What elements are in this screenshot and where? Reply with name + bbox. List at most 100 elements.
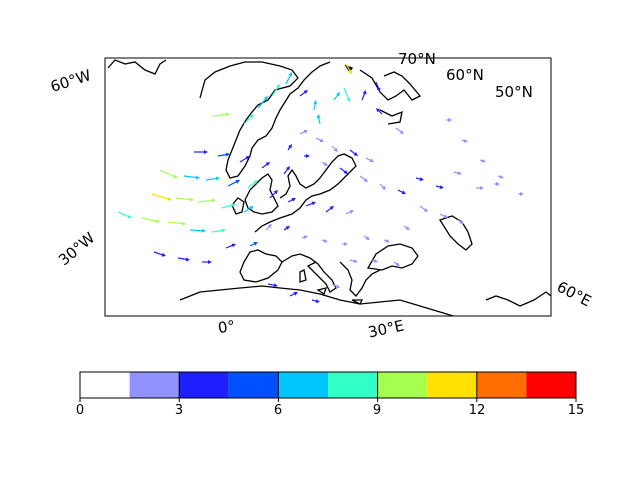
colorbar-bin-7 bbox=[427, 372, 477, 398]
wind-arrow bbox=[239, 156, 250, 163]
colorbar-tick-15: 15 bbox=[567, 403, 585, 418]
colorbar-tick-12: 12 bbox=[468, 403, 486, 418]
map-frame bbox=[104, 57, 552, 317]
coast-arctic bbox=[359, 69, 422, 101]
colorbar-tick-0: 0 bbox=[75, 403, 85, 418]
colorbar bbox=[79, 371, 577, 402]
wind-arrow bbox=[321, 238, 328, 243]
wind-arrow bbox=[479, 158, 486, 163]
wind-arrow bbox=[403, 225, 410, 230]
wind-arrow bbox=[383, 238, 390, 243]
wind-arrow bbox=[283, 166, 290, 175]
coast-sicily bbox=[316, 287, 327, 296]
wind-arrow bbox=[217, 152, 230, 157]
wind-arrow bbox=[415, 177, 424, 181]
wind-arrow bbox=[518, 192, 524, 196]
wind-arrow bbox=[497, 174, 504, 179]
coast-caspian bbox=[439, 215, 473, 251]
wind-arrow bbox=[265, 224, 272, 231]
wind-arrow bbox=[189, 228, 206, 233]
wind-arrow bbox=[439, 213, 448, 218]
wind-arrow bbox=[371, 258, 378, 263]
wind-arrow bbox=[301, 235, 308, 240]
wind-arrow bbox=[316, 114, 321, 125]
wind-arrow bbox=[271, 84, 280, 97]
coast-scandinavia bbox=[199, 61, 331, 179]
coast-balkans bbox=[339, 261, 381, 297]
colorbar-bin-2 bbox=[179, 372, 229, 398]
colorbar-bin-0 bbox=[80, 372, 130, 398]
wind-arrow bbox=[376, 108, 383, 115]
wind-arrow bbox=[359, 175, 368, 182]
wind-arrow bbox=[159, 169, 178, 179]
wind-arrow bbox=[211, 112, 230, 117]
wind-arrow bbox=[299, 130, 308, 135]
wind-arrow bbox=[211, 228, 226, 233]
wind-arrow bbox=[446, 118, 452, 122]
wind-arrow bbox=[395, 127, 404, 134]
lat-label-70n: 70°N bbox=[398, 50, 436, 68]
wind-arrow bbox=[221, 203, 236, 209]
coast-mideast bbox=[485, 291, 551, 307]
wind-arrow bbox=[202, 260, 212, 264]
coast-northwest bbox=[107, 59, 167, 75]
wind-arrow bbox=[345, 63, 352, 74]
coast-britain bbox=[244, 173, 279, 215]
coast-med-north bbox=[281, 253, 337, 293]
coastlines bbox=[107, 59, 551, 316]
coast-ireland bbox=[231, 197, 245, 215]
wind-arrow bbox=[361, 90, 367, 101]
wind-arrow bbox=[305, 201, 316, 207]
wind-arrow bbox=[349, 259, 358, 263]
wind-arrow bbox=[227, 180, 240, 187]
wind-arrow bbox=[321, 161, 328, 166]
wind-arrow bbox=[342, 242, 348, 246]
wind-arrow bbox=[267, 283, 278, 288]
wind-arrow bbox=[175, 197, 194, 202]
wind-arrow bbox=[339, 167, 348, 174]
colorbar-bin-1 bbox=[129, 372, 180, 398]
wind-arrow bbox=[117, 211, 132, 219]
wind-arrow bbox=[289, 292, 298, 297]
wind-arrow bbox=[249, 242, 258, 247]
colorbar-bin-9 bbox=[526, 372, 576, 398]
lat-label-60n: 60°N bbox=[446, 66, 484, 84]
coast-africa bbox=[179, 285, 456, 316]
colorbar-bin-8 bbox=[476, 372, 527, 398]
wind-arrow bbox=[325, 206, 334, 213]
colorbar-bin-4 bbox=[278, 372, 328, 398]
wind-arrow bbox=[313, 100, 318, 111]
wind-arrow bbox=[315, 137, 324, 142]
coast-iberia bbox=[239, 249, 283, 283]
wind-arrow bbox=[151, 193, 172, 201]
wind-arrow bbox=[331, 145, 338, 152]
wind-arrow bbox=[167, 221, 186, 226]
wind-arrow bbox=[397, 189, 406, 194]
colorbar-tick-9: 9 bbox=[372, 403, 382, 418]
wind-arrow bbox=[494, 182, 500, 186]
coast-crete bbox=[351, 299, 364, 305]
wind-arrow bbox=[476, 186, 484, 190]
wind-arrow bbox=[153, 251, 166, 257]
wind-arrow bbox=[197, 198, 216, 203]
lat-label-50n: 50°N bbox=[495, 83, 533, 101]
wind-arrow bbox=[243, 206, 254, 213]
colorbar-tick-6: 6 bbox=[273, 403, 283, 418]
wind-arrow bbox=[435, 185, 444, 189]
wind-arrow bbox=[194, 150, 208, 154]
lon-label-0: 0° bbox=[216, 316, 237, 338]
wind-arrow bbox=[333, 92, 340, 101]
wind-arrow bbox=[379, 183, 386, 190]
wind-arrow bbox=[419, 205, 428, 212]
wind-arrow bbox=[177, 257, 190, 262]
wind-arrow bbox=[205, 176, 220, 181]
wind-arrow bbox=[363, 235, 370, 240]
wind-arrow bbox=[331, 283, 340, 288]
wind-arrow bbox=[304, 154, 310, 158]
colorbar-bin-3 bbox=[228, 372, 279, 398]
wind-arrow bbox=[285, 72, 292, 85]
wind-arrow bbox=[375, 81, 381, 92]
colorbar-bin-5 bbox=[328, 372, 378, 398]
coast-sardinia bbox=[299, 269, 307, 283]
